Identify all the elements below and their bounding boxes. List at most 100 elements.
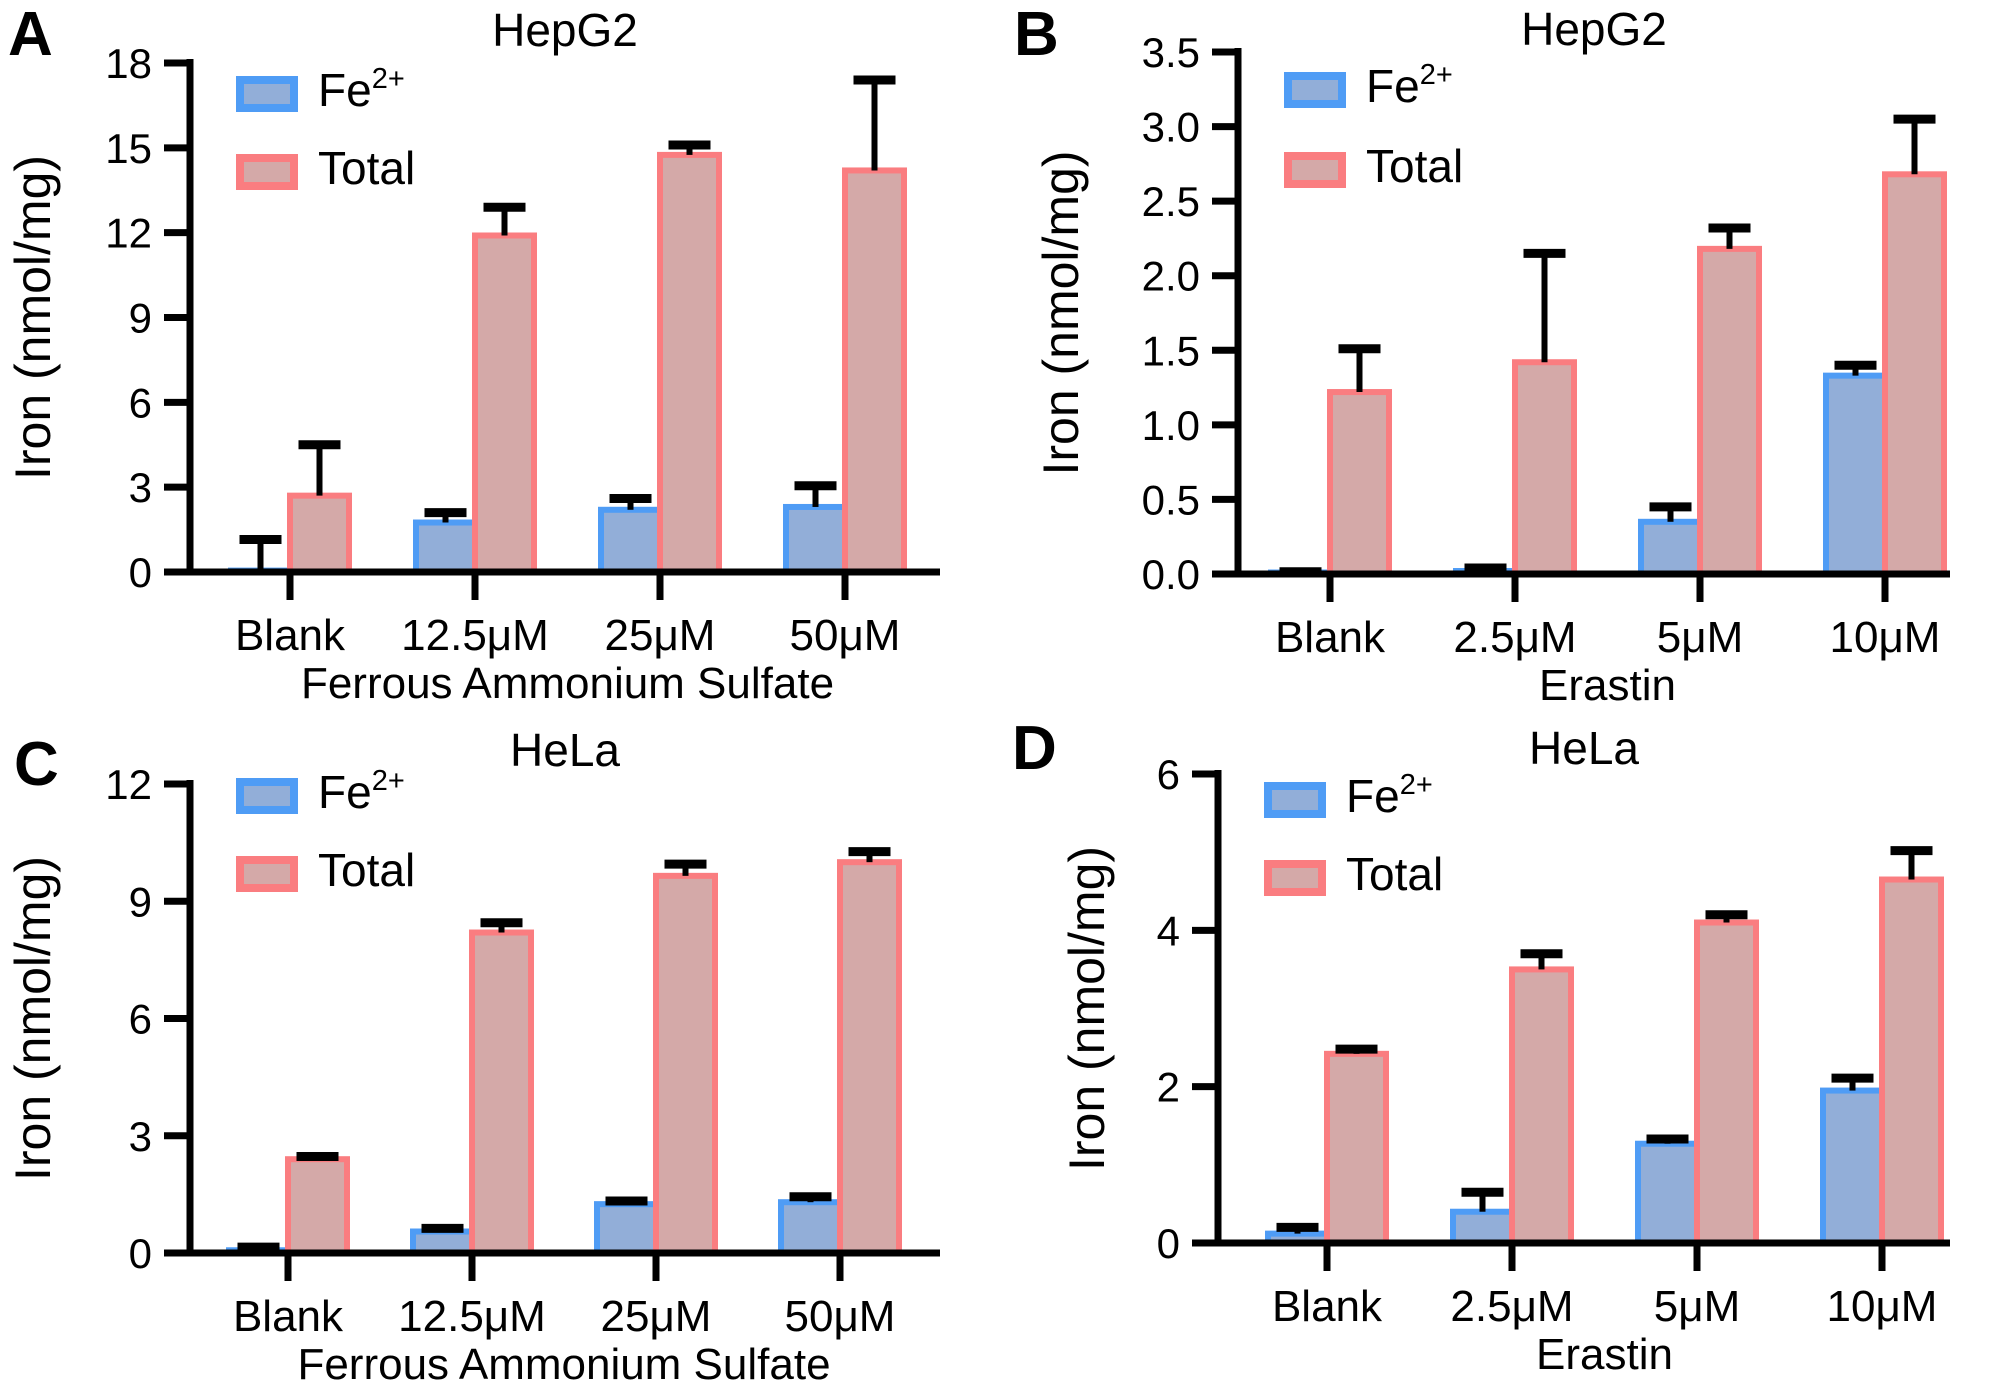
bar-total-5-m	[1697, 245, 1762, 578]
legend-swatch-total-icon	[236, 154, 298, 190]
bar-total-50-m	[837, 859, 902, 1257]
bar-total-12-5-m	[472, 232, 537, 575]
bar-chart-hela-ferrous-ammonium-sulfate: HeLa Iron (nmol/mg) 0 3 6 9 12 Blank 12.5μM 25μM 5…	[5, 724, 940, 1387]
y-tick-label: 0.5	[1142, 476, 1200, 523]
y-tick-label: 2.5	[1142, 178, 1200, 225]
y-tick-label: 12	[105, 761, 152, 808]
x-axis-label: Ferrous Ammonium Sulfate	[301, 659, 834, 708]
x-tick-label-5-m: 5μM	[1654, 1282, 1740, 1331]
bar-total-50-m	[842, 167, 907, 575]
bar-fe2-25-m	[598, 506, 663, 575]
legend-swatch-total-icon	[1284, 152, 1346, 188]
bar-chart-hepg2-ferrous-ammonium-sulfate: HepG2 Iron (nmol/mg) 0 3 6 9 12 15 18 Blank 12.5μM…	[5, 4, 940, 708]
panel-letter-c: C	[14, 730, 59, 799]
x-tick-label-50-m: 50μM	[785, 1292, 896, 1341]
x-tick-label-10-m: 10μM	[1830, 613, 1941, 662]
x-tick-label-5-m: 5μM	[1657, 613, 1743, 662]
x-tick-label-50-m: 50μM	[790, 611, 901, 660]
legend-label-total: Total	[1346, 848, 1443, 900]
bar-total-10-m	[1882, 171, 1947, 577]
y-tick-label: 9	[129, 878, 152, 925]
legend-label-total: Total	[318, 142, 415, 194]
bar-fe2-25-m	[594, 1201, 659, 1257]
y-tick-label: 0	[129, 549, 152, 596]
y-tick-label: 0	[1157, 1220, 1180, 1267]
x-tick-label-blank: Blank	[233, 1292, 344, 1341]
y-tick-label: 12	[105, 210, 152, 257]
x-tick-label-2-5-m: 2.5μM	[1450, 1282, 1573, 1331]
bar-fe2-50-m	[778, 1199, 843, 1257]
bar-total-5-m	[1694, 919, 1759, 1246]
y-tick-label: 9	[129, 295, 152, 342]
x-axis-label: Erastin	[1536, 1330, 1673, 1379]
y-tick-label: 4	[1157, 907, 1180, 954]
x-tick-label-2-5-m: 2.5μM	[1453, 613, 1576, 662]
bar-fe2-2-5-m	[1450, 1208, 1515, 1247]
y-tick-label: 2.0	[1142, 253, 1200, 300]
bar-fe2-10-m	[1823, 372, 1888, 578]
y-axis-label: Iron (nmol/mg)	[5, 856, 61, 1181]
legend-swatch-total-icon	[1264, 860, 1326, 896]
x-tick-label-10-m: 10μM	[1827, 1282, 1938, 1331]
legend-swatch-fe2-icon	[236, 76, 298, 112]
bar-fe2-50-m	[783, 503, 848, 576]
y-tick-label: 1.5	[1142, 327, 1200, 374]
bar-total-blank	[285, 1156, 350, 1257]
y-tick-label: 6	[129, 996, 152, 1043]
bar-total-25-m	[657, 151, 722, 575]
chart-title: HeLa	[510, 724, 620, 776]
y-axis-label: Iron (nmol/mg)	[1033, 150, 1089, 475]
y-tick-label: 3	[129, 464, 152, 511]
panel-a: A HepG2 Iron (nmol/mg) 0 3 6 9 12 15 18 Blank 12.5…	[0, 0, 1000, 708]
bar-total-2-5-m	[1512, 359, 1577, 577]
bar-fe2-5-m	[1635, 1140, 1700, 1246]
legend-label-total: Total	[1366, 140, 1463, 192]
chart-title: HepG2	[492, 4, 638, 56]
x-tick-label-12-5-m: 12.5μM	[401, 611, 549, 660]
bar-total-2-5-m	[1509, 966, 1574, 1246]
y-tick-label: 3.0	[1142, 104, 1200, 151]
x-axis-label: Ferrous Ammonium Sulfate	[297, 1340, 830, 1387]
legend-swatch-fe2-icon	[1284, 72, 1346, 108]
y-tick-label: 3.5	[1142, 29, 1200, 76]
bar-total-blank	[1327, 389, 1392, 577]
legend-label-fe2: Fe2+	[318, 63, 405, 116]
y-axis-label: Iron (nmol/mg)	[5, 155, 61, 480]
chart-title: HeLa	[1529, 722, 1639, 774]
y-tick-label: 6	[129, 379, 152, 426]
y-tick-label: 0	[129, 1230, 152, 1277]
y-tick-label: 6	[1157, 751, 1180, 798]
bar-chart-hepg2-erastin: HepG2 Iron (nmol/mg) 0.0 0.5 1.0 1.5 2.0 2.5 3.0…	[1033, 3, 1950, 710]
y-axis-label: Iron (nmol/mg)	[1059, 846, 1115, 1171]
panel-letter-d: D	[1012, 714, 1057, 783]
bar-total-12-5-m	[469, 929, 534, 1256]
bar-total-blank	[1324, 1050, 1389, 1246]
legend-label-fe2: Fe2+	[318, 765, 405, 818]
y-tick-label: 2	[1157, 1064, 1180, 1111]
bar-fe2-10-m	[1820, 1087, 1885, 1247]
panel-c: C HeLa Iron (nmol/mg) 0 3 6 9 12 Blank 12.5μM 25μ…	[0, 694, 1000, 1387]
chart-title: HepG2	[1521, 3, 1667, 55]
legend-swatch-total-icon	[236, 856, 298, 892]
panel-letter-a: A	[8, 0, 53, 69]
x-tick-label-blank: Blank	[1272, 1282, 1383, 1331]
x-tick-label-25-m: 25μM	[601, 1292, 712, 1341]
y-tick-label: 1.0	[1142, 402, 1200, 449]
legend-label-total: Total	[318, 844, 415, 896]
panel-d: D HeLa Iron (nmol/mg) 0 2 4 6 Blank 2.5μM 5μM 10μ…	[1000, 694, 2000, 1387]
bar-chart-hela-erastin: HeLa Iron (nmol/mg) 0 2 4 6 Blank 2.5μM 5μM 10μM E…	[1059, 722, 1950, 1379]
bar-fe2-5-m	[1638, 518, 1703, 577]
y-tick-label: 18	[105, 40, 152, 87]
panel-letter-b: B	[1014, 0, 1059, 69]
panel-b: B HepG2 Iron (nmol/mg) 0.0 0.5 1.0 1.5 2.0 2.5 3…	[1000, 0, 2000, 710]
legend-label-fe2: Fe2+	[1366, 59, 1453, 112]
bar-fe2-12-5-m	[413, 519, 478, 576]
y-tick-label: 0.0	[1142, 551, 1200, 598]
x-tick-label-12-5-m: 12.5μM	[398, 1292, 546, 1341]
x-axis-label: Erastin	[1539, 661, 1676, 710]
y-tick-label: 15	[105, 125, 152, 172]
legend-label-fe2: Fe2+	[1346, 769, 1433, 822]
bar-total-25-m	[653, 872, 718, 1257]
y-tick-label: 3	[129, 1113, 152, 1160]
x-tick-label-blank: Blank	[1275, 613, 1386, 662]
